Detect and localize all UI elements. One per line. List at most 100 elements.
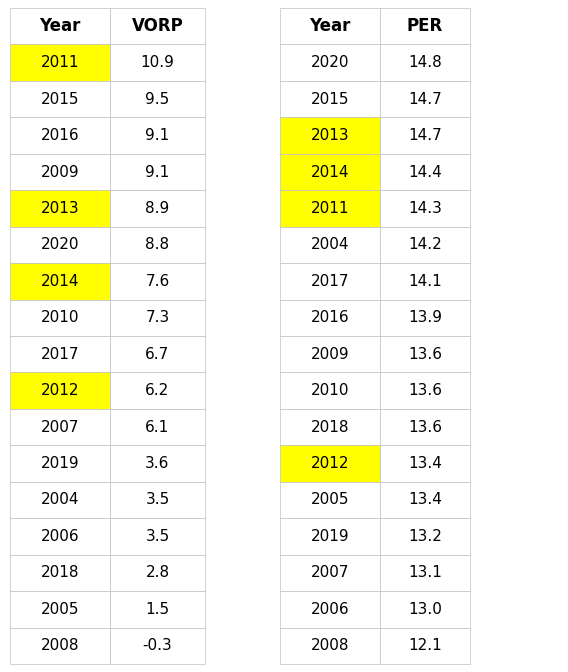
Text: -0.3: -0.3 <box>143 638 172 653</box>
Bar <box>10 518 110 554</box>
Bar <box>110 118 205 154</box>
Text: 13.9: 13.9 <box>408 310 442 325</box>
Bar <box>380 446 470 482</box>
Bar <box>380 190 470 226</box>
Text: 2007: 2007 <box>311 565 349 581</box>
Text: VORP: VORP <box>132 17 183 35</box>
Bar <box>110 44 205 81</box>
Bar <box>380 372 470 409</box>
Text: 14.3: 14.3 <box>408 201 442 216</box>
Bar <box>110 81 205 118</box>
Text: 2.8: 2.8 <box>145 565 170 581</box>
Text: Year: Year <box>39 17 81 35</box>
Text: 2006: 2006 <box>311 602 349 617</box>
Bar <box>10 446 110 482</box>
Text: 14.1: 14.1 <box>408 274 442 289</box>
Text: 3.5: 3.5 <box>145 493 170 507</box>
Bar <box>110 300 205 336</box>
Bar <box>380 81 470 118</box>
Bar <box>280 554 380 591</box>
Text: 2007: 2007 <box>41 419 80 435</box>
Bar <box>110 154 205 190</box>
Text: 8.8: 8.8 <box>145 237 170 253</box>
Text: PER: PER <box>407 17 443 35</box>
Text: 14.8: 14.8 <box>408 55 442 70</box>
Bar <box>110 518 205 554</box>
Bar <box>110 336 205 372</box>
Bar <box>280 336 380 372</box>
Bar <box>10 154 110 190</box>
Text: 2009: 2009 <box>41 165 80 179</box>
Bar <box>110 591 205 628</box>
Bar <box>280 44 380 81</box>
Bar <box>280 118 380 154</box>
Bar <box>380 263 470 300</box>
Text: 8.9: 8.9 <box>145 201 170 216</box>
Text: Year: Year <box>310 17 350 35</box>
Text: 2018: 2018 <box>41 565 80 581</box>
Text: 2010: 2010 <box>41 310 80 325</box>
Text: 2016: 2016 <box>311 310 349 325</box>
Text: 6.1: 6.1 <box>145 419 170 435</box>
Bar <box>110 8 205 44</box>
Bar <box>380 44 470 81</box>
Bar <box>380 518 470 554</box>
Bar <box>280 300 380 336</box>
Text: 13.4: 13.4 <box>408 493 442 507</box>
Bar <box>280 591 380 628</box>
Bar <box>10 482 110 518</box>
Text: 10.9: 10.9 <box>140 55 174 70</box>
Text: 14.4: 14.4 <box>408 165 442 179</box>
Bar <box>10 628 110 664</box>
Bar <box>280 226 380 263</box>
Text: 2005: 2005 <box>311 493 349 507</box>
Text: 9.1: 9.1 <box>145 128 170 143</box>
Text: 2015: 2015 <box>311 91 349 107</box>
Text: 2019: 2019 <box>311 529 349 544</box>
Bar <box>110 554 205 591</box>
Bar <box>280 518 380 554</box>
Text: 2005: 2005 <box>41 602 80 617</box>
Bar <box>110 446 205 482</box>
Bar <box>10 372 110 409</box>
Text: 2004: 2004 <box>311 237 349 253</box>
Bar <box>10 81 110 118</box>
Text: 2006: 2006 <box>41 529 80 544</box>
Text: 13.1: 13.1 <box>408 565 442 581</box>
Bar <box>280 190 380 226</box>
Text: 2020: 2020 <box>41 237 80 253</box>
Bar <box>280 154 380 190</box>
Bar <box>10 190 110 226</box>
Text: 2019: 2019 <box>41 456 80 471</box>
Bar <box>380 628 470 664</box>
Bar <box>280 81 380 118</box>
Text: 2012: 2012 <box>311 456 349 471</box>
Text: 2009: 2009 <box>311 347 349 362</box>
Text: 2008: 2008 <box>311 638 349 653</box>
Text: 2014: 2014 <box>41 274 80 289</box>
Text: 2018: 2018 <box>311 419 349 435</box>
Bar <box>380 8 470 44</box>
Text: 2014: 2014 <box>311 165 349 179</box>
Bar <box>280 482 380 518</box>
Bar <box>10 44 110 81</box>
Bar <box>380 118 470 154</box>
Text: 3.6: 3.6 <box>145 456 170 471</box>
Bar <box>280 628 380 664</box>
Text: 2017: 2017 <box>41 347 80 362</box>
Bar <box>280 446 380 482</box>
Text: 2012: 2012 <box>41 383 80 398</box>
Text: 13.6: 13.6 <box>408 347 442 362</box>
Bar <box>380 336 470 372</box>
Text: 2011: 2011 <box>311 201 349 216</box>
Bar <box>10 226 110 263</box>
Text: 3.5: 3.5 <box>145 529 170 544</box>
Text: 14.2: 14.2 <box>408 237 442 253</box>
Bar <box>10 554 110 591</box>
Text: 2008: 2008 <box>41 638 80 653</box>
Bar <box>380 591 470 628</box>
Text: 14.7: 14.7 <box>408 91 442 107</box>
Bar <box>380 554 470 591</box>
Bar <box>280 372 380 409</box>
Bar <box>380 300 470 336</box>
